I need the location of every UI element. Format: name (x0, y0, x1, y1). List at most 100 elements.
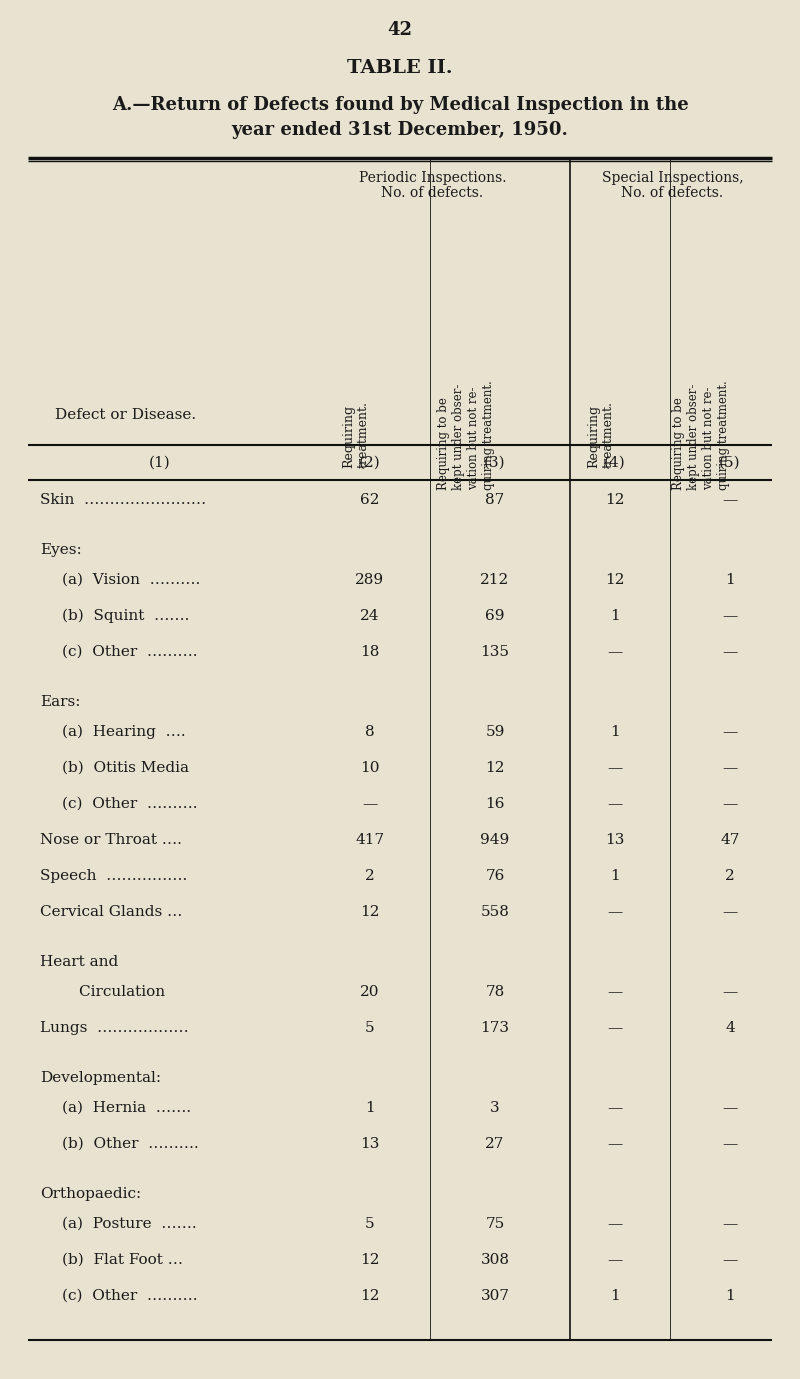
Text: 12: 12 (360, 905, 380, 918)
Text: Circulation: Circulation (40, 985, 165, 998)
Text: 12: 12 (486, 761, 505, 775)
Text: (1): (1) (149, 456, 171, 470)
Text: 5: 5 (365, 1218, 375, 1231)
Text: 87: 87 (486, 494, 505, 507)
Text: 75: 75 (486, 1218, 505, 1231)
Text: 24: 24 (360, 610, 380, 623)
Text: —: — (722, 797, 738, 811)
Text: —: — (722, 1254, 738, 1267)
Text: (b)  Flat Foot …: (b) Flat Foot … (62, 1254, 183, 1267)
Text: 18: 18 (360, 645, 380, 659)
Text: —: — (722, 985, 738, 998)
Text: 289: 289 (355, 574, 385, 587)
Text: Speech  …………….: Speech ……………. (40, 869, 187, 883)
Text: Periodic Inspections.: Periodic Inspections. (358, 171, 506, 185)
Text: Special Inspections,: Special Inspections, (602, 171, 743, 185)
Text: 307: 307 (481, 1289, 510, 1303)
Text: No. of defects.: No. of defects. (382, 186, 483, 200)
Text: —: — (607, 761, 622, 775)
Text: Requiring to be
kept under obser-
vation but not re-
quiring treatment.: Requiring to be kept under obser- vation… (437, 381, 495, 490)
Text: —: — (607, 1254, 622, 1267)
Text: (a)  Vision  ……….: (a) Vision ………. (62, 574, 200, 587)
Text: (a)  Posture  …….: (a) Posture ……. (62, 1218, 197, 1231)
Text: —: — (722, 1218, 738, 1231)
Text: —: — (607, 985, 622, 998)
Text: (b)  Other  ……….: (b) Other ………. (62, 1138, 198, 1151)
Text: 76: 76 (486, 869, 505, 883)
Text: Requiring
treatment.: Requiring treatment. (587, 401, 615, 469)
Text: —: — (722, 1138, 738, 1151)
Text: 135: 135 (481, 645, 510, 659)
Text: (c)  Other  ……….: (c) Other ………. (62, 645, 198, 659)
Text: —: — (722, 645, 738, 659)
Text: 1: 1 (725, 574, 735, 587)
Text: 12: 12 (360, 1254, 380, 1267)
Text: 47: 47 (720, 833, 740, 847)
Text: —: — (722, 761, 738, 775)
Text: Orthopaedic:: Orthopaedic: (40, 1187, 142, 1201)
Text: —: — (722, 725, 738, 739)
Text: Ears:: Ears: (40, 695, 81, 709)
Text: 12: 12 (360, 1289, 380, 1303)
Text: 4: 4 (725, 1020, 735, 1036)
Text: 10: 10 (360, 761, 380, 775)
Text: 42: 42 (387, 21, 413, 39)
Text: —: — (722, 610, 738, 623)
Text: 558: 558 (481, 905, 510, 918)
Text: —: — (607, 1138, 622, 1151)
Text: Lungs  ………………: Lungs ……………… (40, 1020, 189, 1036)
Text: (2): (2) (359, 456, 381, 470)
Text: 1: 1 (365, 1100, 375, 1116)
Text: 78: 78 (486, 985, 505, 998)
Text: —: — (362, 797, 378, 811)
Text: —: — (607, 1020, 622, 1036)
Text: (c)  Other  ……….: (c) Other ………. (62, 797, 198, 811)
Text: —: — (722, 905, 738, 918)
Text: —: — (607, 1100, 622, 1116)
Text: 2: 2 (725, 869, 735, 883)
Text: 949: 949 (480, 833, 510, 847)
Text: TABLE II.: TABLE II. (347, 59, 453, 77)
Text: A.—Return of Defects found by Medical Inspection in the: A.—Return of Defects found by Medical In… (112, 97, 688, 114)
Text: —: — (607, 905, 622, 918)
Text: —: — (607, 1218, 622, 1231)
Text: 1: 1 (610, 869, 620, 883)
Text: 1: 1 (610, 1289, 620, 1303)
Text: (4): (4) (604, 456, 626, 470)
Text: 13: 13 (360, 1138, 380, 1151)
Text: —: — (607, 645, 622, 659)
Text: 417: 417 (355, 833, 385, 847)
Text: (3): (3) (484, 456, 506, 470)
Text: 1: 1 (725, 1289, 735, 1303)
Text: 3: 3 (490, 1100, 500, 1116)
Text: —: — (722, 494, 738, 507)
Text: 8: 8 (365, 725, 375, 739)
Text: Skin  ……………………: Skin …………………… (40, 494, 206, 507)
Text: 12: 12 (606, 494, 625, 507)
Text: 69: 69 (486, 610, 505, 623)
Text: 20: 20 (360, 985, 380, 998)
Text: 16: 16 (486, 797, 505, 811)
Text: (a)  Hernia  …….: (a) Hernia ……. (62, 1100, 191, 1116)
Text: —: — (607, 797, 622, 811)
Text: 1: 1 (610, 610, 620, 623)
Text: 2: 2 (365, 869, 375, 883)
Text: Eyes:: Eyes: (40, 543, 82, 557)
Text: 62: 62 (360, 494, 380, 507)
Text: Cervical Glands …: Cervical Glands … (40, 905, 182, 918)
Text: (b)  Otitis Media: (b) Otitis Media (62, 761, 189, 775)
Text: Heart and: Heart and (40, 956, 118, 969)
Text: (b)  Squint  …….: (b) Squint ……. (62, 608, 190, 623)
Text: Developmental:: Developmental: (40, 1071, 161, 1085)
Text: 5: 5 (365, 1020, 375, 1036)
Text: year ended 31st December, 1950.: year ended 31st December, 1950. (231, 121, 569, 139)
Text: No. of defects.: No. of defects. (622, 186, 723, 200)
Text: 173: 173 (481, 1020, 510, 1036)
Text: (5): (5) (719, 456, 741, 470)
Text: 1: 1 (610, 725, 620, 739)
Text: 59: 59 (486, 725, 505, 739)
Text: Nose or Throat ….: Nose or Throat …. (40, 833, 182, 847)
Text: (c)  Other  ……….: (c) Other ………. (62, 1289, 198, 1303)
Text: 27: 27 (486, 1138, 505, 1151)
Text: —: — (722, 1100, 738, 1116)
